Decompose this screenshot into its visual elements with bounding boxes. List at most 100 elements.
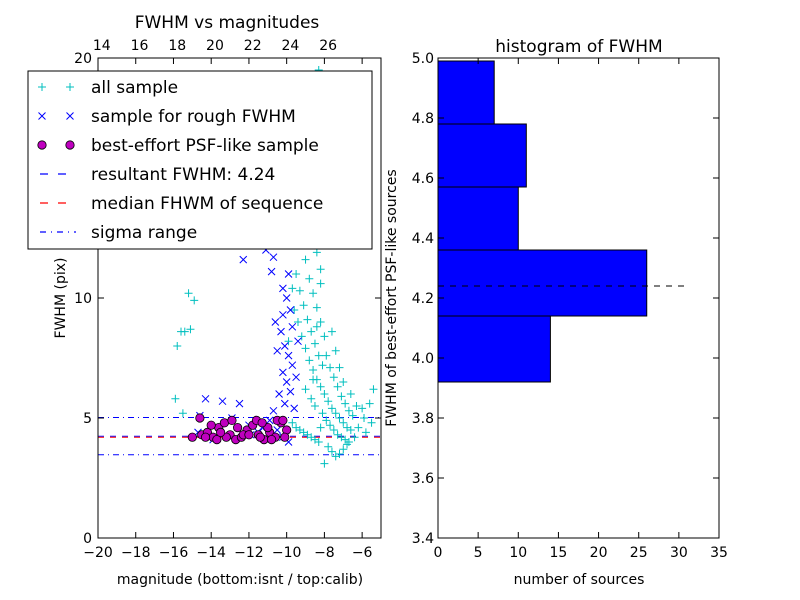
- histogram-bar-2: [437, 186, 519, 251]
- point-2-27: [255, 432, 265, 442]
- legend-marker-swatch: [65, 140, 75, 150]
- histogram-x-label: number of sources: [514, 572, 645, 588]
- point-0-25: [295, 286, 304, 295]
- point-0-111: [316, 423, 325, 432]
- scatter-y-label: FWHM (pix): [53, 258, 69, 339]
- point-0-80: [320, 459, 329, 468]
- point-1-10: [279, 284, 287, 293]
- x-tick-label: −6: [352, 545, 373, 561]
- legend-marker-swatch: [37, 140, 47, 150]
- point-0-57: [322, 416, 331, 425]
- histogram-bar-0: [437, 315, 551, 383]
- point-2-0: [195, 413, 205, 423]
- legend-label: all sample: [91, 78, 178, 98]
- point-0-53: [339, 418, 348, 427]
- point-0-71: [314, 438, 323, 446]
- legend-entry: best-effort PSF-like sample: [37, 136, 319, 156]
- y-tick-label: 3.6: [412, 471, 434, 487]
- y-tick-label: 3.4: [412, 531, 434, 547]
- scatter-x-ticks: −20 −18 −16 −14 −12 −10 −8 −6: [83, 58, 373, 561]
- point-1-20: [282, 378, 291, 386]
- y-tick-label: 4.6: [412, 171, 434, 187]
- point-1-19: [279, 368, 287, 377]
- point-0-43: [333, 382, 342, 391]
- point-0-32: [290, 306, 299, 314]
- scatter-title: FWHM vs magnitudes: [135, 13, 320, 33]
- point-0-41: [326, 363, 335, 372]
- point-2-31: [244, 430, 254, 440]
- point-0-72: [324, 442, 333, 451]
- y-tick-label: 4.8: [412, 111, 434, 127]
- point-0-28: [307, 327, 316, 336]
- point-0-33: [293, 318, 302, 326]
- point-0-82: [365, 399, 374, 408]
- x-tick-label: 30: [670, 545, 688, 561]
- legend-entry: all sample: [38, 78, 178, 98]
- point-0-37: [309, 366, 318, 374]
- point-0-35: [301, 344, 310, 353]
- histogram-x-ticks: 0 5 10 15 20 25 30 35: [434, 58, 728, 561]
- y-tick-label: 0: [83, 531, 92, 547]
- point-0-51: [331, 409, 340, 418]
- x-tick-label: −20: [83, 545, 113, 561]
- point-0-59: [329, 426, 338, 434]
- point-0-22: [316, 318, 325, 326]
- point-0-24: [292, 270, 301, 278]
- point-0-83: [369, 385, 378, 394]
- point-1-37: [279, 310, 287, 319]
- point-2-26: [233, 422, 243, 433]
- point-0-27: [303, 315, 312, 324]
- point-2-29: [278, 415, 288, 425]
- point-1-1: [201, 394, 210, 403]
- point-1-18: [273, 346, 282, 355]
- legend-entry: resultant FWHM: 4.24: [40, 165, 275, 185]
- legend-marker-swatch: [38, 112, 46, 120]
- y-tick-label: 3.8: [412, 411, 434, 427]
- point-1-11: [282, 294, 291, 302]
- legend-box: [27, 70, 373, 250]
- point-2-6: [219, 418, 230, 428]
- point-0-39: [316, 382, 325, 391]
- point-0-103: [367, 418, 376, 427]
- point-1-38: [288, 322, 297, 331]
- point-2-19: [227, 415, 237, 425]
- point-0-94: [288, 284, 297, 293]
- legend-entry: median FHWM of sequence: [40, 194, 323, 214]
- point-0-4: [184, 289, 193, 298]
- point-1-16: [284, 351, 293, 360]
- point-0-109: [307, 394, 316, 403]
- legend-label: sigma range: [91, 223, 197, 243]
- point-1-29: [273, 426, 282, 434]
- x-tick-label: −8: [314, 545, 335, 561]
- point-0-40: [322, 351, 331, 360]
- point-0-97: [331, 346, 340, 355]
- point-0-36: [305, 356, 314, 365]
- fwhm-vs-magnitude-chart: −20 −18 −16 −14 −12 −10 −8 −6 14 16 18 20 22 24 26 0 5…: [27, 13, 382, 588]
- point-2-33: [200, 432, 211, 442]
- point-0-58: [326, 421, 335, 430]
- scatter-top-ticks: 14 16 18 20 22 24 26: [93, 38, 337, 54]
- point-0-78: [350, 433, 359, 442]
- y-tick-label: 5.0: [412, 51, 434, 67]
- point-2-28: [266, 434, 277, 445]
- point-0-75: [335, 450, 344, 458]
- point-0-110: [310, 402, 319, 410]
- point-0-0: [173, 342, 182, 350]
- x-tick-label: 5: [474, 545, 483, 561]
- point-2-18: [212, 434, 222, 445]
- point-2-34: [216, 427, 226, 437]
- point-1-2: [218, 397, 227, 406]
- point-1-9: [267, 267, 276, 276]
- point-0-26: [299, 301, 308, 310]
- point-0-48: [320, 390, 329, 398]
- legend-marker-swatch: [66, 112, 74, 120]
- point-0-98: [335, 363, 344, 372]
- top-tick-label: 22: [244, 38, 262, 54]
- point-1-7: [239, 255, 248, 264]
- top-tick-label: 26: [319, 38, 337, 54]
- legend-label: resultant FWHM: 4.24: [91, 165, 275, 185]
- point-1-15: [280, 342, 289, 350]
- histogram-bar-3: [437, 123, 527, 188]
- point-0-6: [171, 394, 180, 403]
